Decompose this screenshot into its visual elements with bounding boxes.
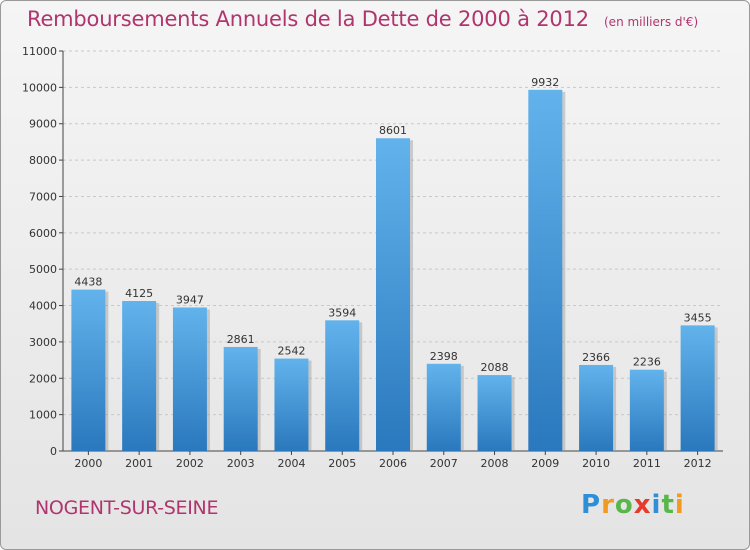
- y-tick-label: 5000: [29, 263, 57, 276]
- logo-letter: P: [581, 490, 602, 520]
- x-tick-label: 2012: [684, 457, 712, 470]
- y-tick-label: 8000: [29, 154, 57, 167]
- x-tick-label: 2006: [379, 457, 407, 470]
- bar: [122, 301, 157, 451]
- bar: [579, 364, 614, 451]
- x-tick-label: 2001: [125, 457, 153, 470]
- bar-value-label: 2398: [430, 350, 458, 363]
- logo-letter: i: [651, 490, 662, 520]
- y-tick-label: 0: [50, 445, 57, 458]
- bar-value-label: 4125: [125, 287, 153, 300]
- bar: [426, 363, 461, 451]
- bar: [71, 289, 106, 451]
- y-tick-label: 6000: [29, 227, 57, 240]
- bar-value-label: 4438: [74, 276, 102, 289]
- y-tick-label: 9000: [29, 118, 57, 131]
- bar: [274, 358, 309, 451]
- bar: [376, 138, 410, 451]
- x-tick-label: 2004: [277, 457, 305, 470]
- logo-letter: x: [633, 490, 652, 520]
- bar-value-label: 2366: [582, 351, 610, 364]
- bar: [477, 375, 512, 451]
- bar-value-label: 8601: [379, 124, 407, 137]
- y-tick-label: 10000: [22, 81, 57, 94]
- x-tick-label: 2008: [481, 457, 509, 470]
- x-tick-label: 2007: [430, 457, 458, 470]
- x-tick-label: 2003: [227, 457, 255, 470]
- bar-value-label: 2236: [633, 356, 661, 369]
- x-tick-label: 2010: [582, 457, 610, 470]
- bar-value-label: 2088: [481, 361, 509, 374]
- bar-value-label: 2542: [277, 345, 305, 358]
- logo-letter: t: [661, 490, 675, 520]
- bar-value-label: 2861: [227, 333, 255, 346]
- bar-value-label: 3594: [328, 306, 356, 319]
- x-tick-label: 2000: [74, 457, 102, 470]
- bar: [223, 346, 258, 451]
- logo-letter: r: [601, 490, 615, 520]
- bar: [629, 369, 664, 451]
- bar: [172, 307, 207, 451]
- bar-value-label: 3947: [176, 293, 204, 306]
- title-row: Remboursements Annuels de la Dette de 20…: [27, 7, 698, 31]
- proxiti-logo: Proxiti: [581, 490, 685, 520]
- commune-name: NOGENT-SUR-SEINE: [35, 497, 219, 519]
- x-tick-label: 2002: [176, 457, 204, 470]
- y-tick-label: 3000: [29, 336, 57, 349]
- logo-letter: i: [674, 490, 685, 520]
- logo-letter: o: [614, 490, 634, 520]
- y-tick-label: 4000: [29, 300, 57, 313]
- y-tick-label: 1000: [29, 409, 57, 422]
- chart-title: Remboursements Annuels de la Dette de 20…: [27, 7, 589, 31]
- x-tick-label: 2011: [633, 457, 661, 470]
- bar: [325, 320, 360, 451]
- bar-value-label: 9932: [531, 76, 559, 89]
- bar: [528, 89, 563, 451]
- y-tick-label: 7000: [29, 190, 57, 203]
- y-tick-label: 2000: [29, 372, 57, 385]
- chart-unit: (en milliers d'€): [604, 15, 699, 29]
- bar: [680, 325, 715, 451]
- bar-value-label: 3455: [684, 311, 712, 324]
- y-tick-label: 11000: [22, 45, 57, 58]
- x-tick-label: 2009: [531, 457, 559, 470]
- x-tick-label: 2005: [328, 457, 356, 470]
